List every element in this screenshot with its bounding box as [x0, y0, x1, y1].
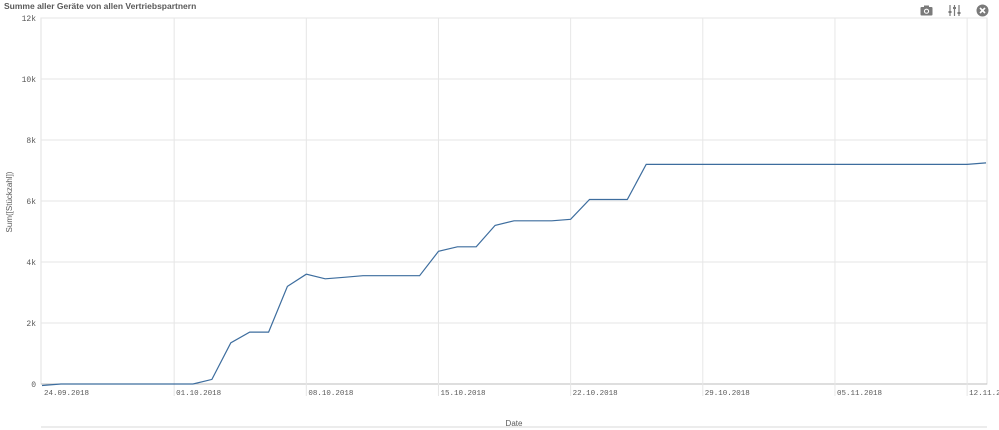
- x-tick-label: 08.10.2018: [308, 390, 353, 398]
- x-axis-label: Date: [506, 419, 523, 428]
- x-tick-label: 12.11.2018: [969, 390, 999, 398]
- y-tick-label: 0: [31, 381, 36, 390]
- chart-title: Summe aller Geräte von allen Vertriebspa…: [4, 1, 197, 11]
- x-tick-label: 29.10.2018: [705, 390, 750, 398]
- camera-icon[interactable]: [919, 3, 933, 17]
- y-axis-label: Sum([Stückzahl]): [5, 171, 14, 232]
- x-tick-label: 22.10.2018: [573, 390, 618, 398]
- y-tick-label: 10k: [22, 76, 37, 85]
- y-tick-label: 8k: [26, 137, 36, 146]
- plot-frame: [40, 17, 988, 385]
- x-tick-label: 15.10.2018: [440, 390, 485, 398]
- x-tick-label: 05.11.2018: [837, 390, 882, 398]
- y-tick-label: 6k: [26, 198, 36, 207]
- y-tick-label: 2k: [26, 320, 36, 329]
- y-tick-label: 4k: [26, 259, 36, 268]
- x-tick-label: 24.09.2018: [44, 390, 89, 398]
- chart-toolbar: [919, 3, 989, 17]
- y-tick-label: 12k: [22, 15, 37, 24]
- x-tick-label: 01.10.2018: [176, 390, 221, 398]
- series-line: [41, 162, 987, 387]
- sliders-icon[interactable]: [947, 3, 961, 17]
- close-icon[interactable]: [975, 3, 989, 17]
